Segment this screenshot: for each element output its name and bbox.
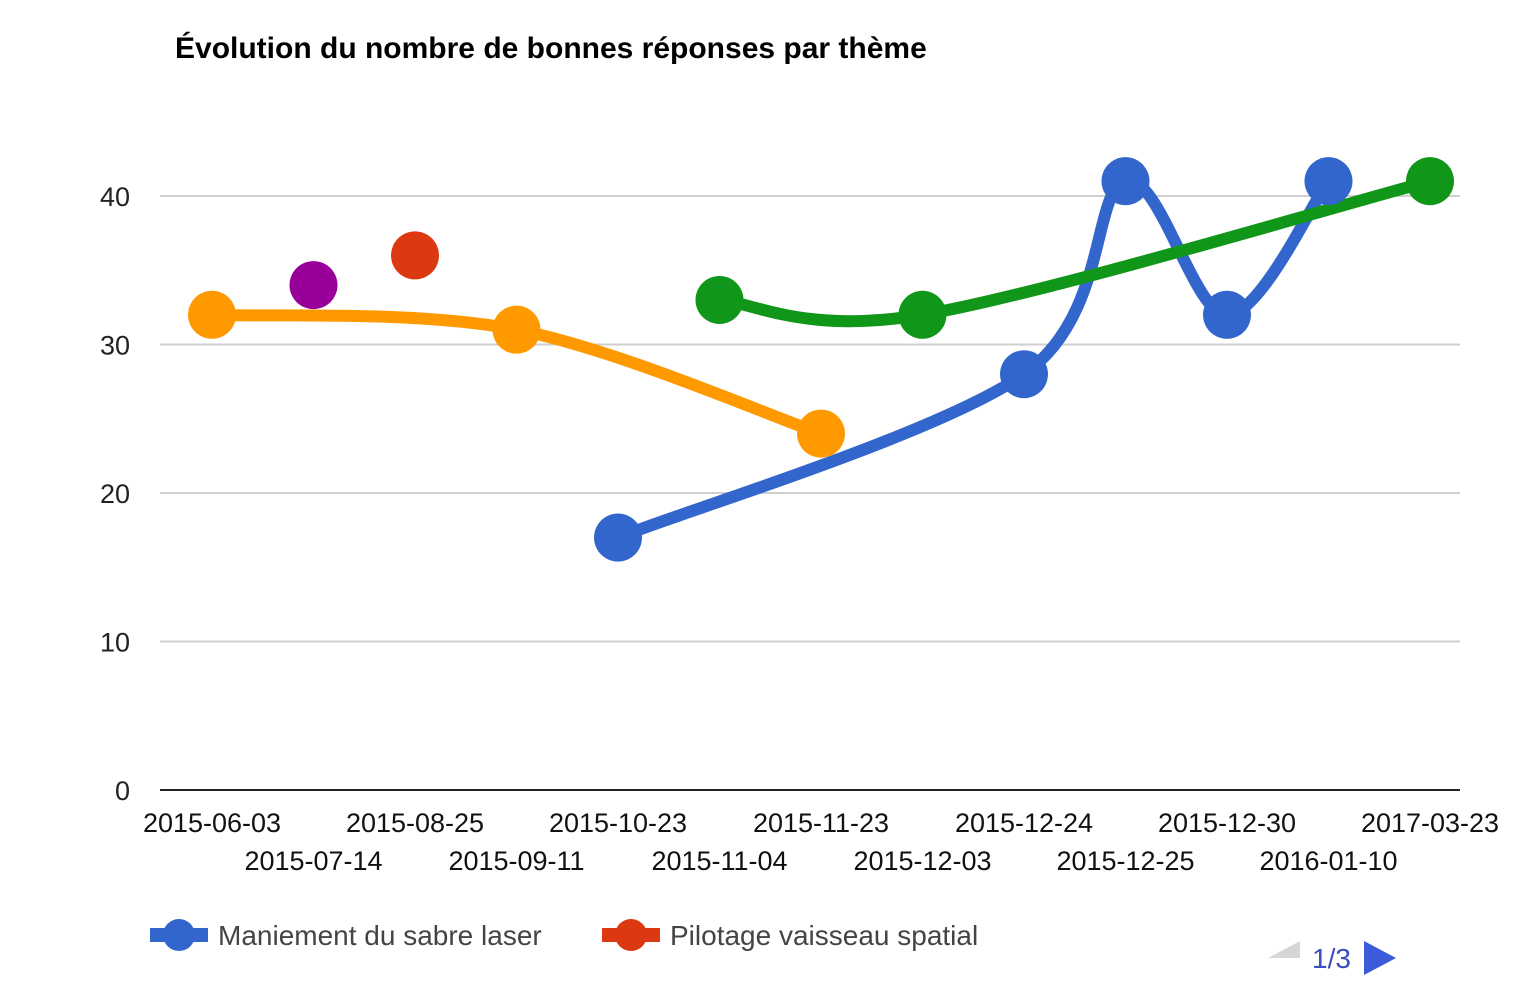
x-tick-label: 2015-12-24 (955, 808, 1093, 838)
data-point[interactable] (492, 305, 541, 354)
data-points (188, 157, 1454, 562)
legend-dot-marker (615, 919, 647, 951)
y-tick-label: 30 (100, 331, 130, 361)
data-point[interactable] (1000, 350, 1048, 399)
chart-title: Évolution du nombre de bonnes réponses p… (175, 31, 927, 65)
y-tick-label: 40 (100, 182, 130, 212)
x-tick-label: 2015-07-14 (244, 846, 382, 876)
data-point[interactable] (1304, 157, 1353, 206)
x-tick-label: 2016-01-10 (1259, 846, 1397, 876)
data-point[interactable] (797, 409, 845, 458)
legend: Maniement du sabre laser Pilotage vaissea… (150, 919, 978, 951)
data-point[interactable] (289, 261, 338, 310)
y-tick-label: 10 (100, 628, 130, 658)
pager-label: 1/3 (1312, 943, 1351, 974)
y-tick-label: 0 (115, 776, 130, 806)
x-tick-label: 2017-03-23 (1361, 808, 1499, 838)
data-point[interactable] (1406, 157, 1454, 206)
x-axis-ticks: 2015-06-03 2015-07-14 2015-08-25 2015-09-11… (143, 808, 1499, 876)
series-lines (206, 175, 1436, 544)
x-tick-label: 2015-10-23 (549, 808, 687, 838)
legend-label[interactable]: Maniement du sabre laser (218, 920, 542, 951)
legend-pager: 1/3 (1268, 941, 1396, 975)
data-point[interactable] (188, 290, 236, 339)
data-point[interactable] (898, 290, 947, 339)
pager-next-icon[interactable] (1364, 941, 1396, 975)
x-tick-label: 2015-12-30 (1158, 808, 1296, 838)
gridlines (160, 195, 1460, 791)
y-axis-ticks: 0 10 20 30 40 (100, 182, 130, 806)
x-tick-label: 2015-12-25 (1056, 846, 1194, 876)
data-point[interactable] (1101, 157, 1150, 206)
x-tick-label: 2015-08-25 (346, 808, 484, 838)
x-tick-label: 2015-06-03 (143, 808, 281, 838)
data-point[interactable] (391, 231, 439, 280)
data-point[interactable] (594, 513, 642, 562)
pager-prev-icon[interactable] (1268, 941, 1300, 975)
x-tick-label: 2015-12-03 (853, 846, 991, 876)
legend-dot-marker (163, 919, 195, 951)
x-tick-label: 2015-11-04 (651, 846, 787, 876)
x-tick-label: 2015-11-23 (753, 808, 889, 838)
legend-label[interactable]: Pilotage vaisseau spatial (670, 920, 978, 951)
data-point[interactable] (1203, 290, 1251, 339)
x-tick-label: 2015-09-11 (448, 846, 584, 876)
y-tick-label: 20 (100, 479, 130, 509)
data-point[interactable] (695, 275, 744, 324)
series-line-3 (713, 175, 1436, 328)
